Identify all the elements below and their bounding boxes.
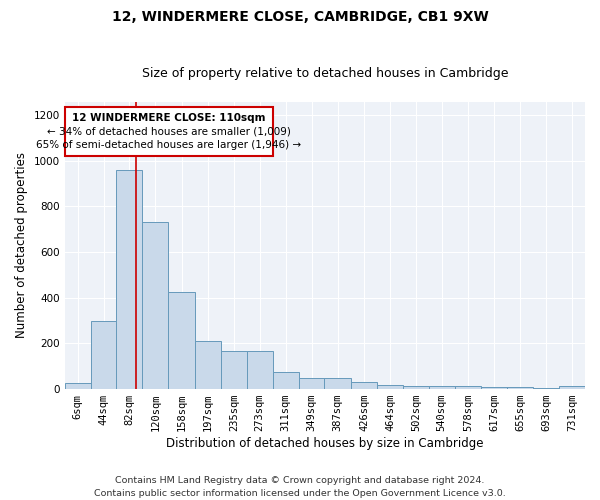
Bar — [195, 341, 221, 389]
Bar — [455, 386, 481, 389]
Bar — [559, 386, 585, 389]
Bar — [429, 386, 455, 389]
Text: ← 34% of detached houses are smaller (1,009): ← 34% of detached houses are smaller (1,… — [47, 126, 290, 136]
Text: Contains HM Land Registry data © Crown copyright and database right 2024.
Contai: Contains HM Land Registry data © Crown c… — [94, 476, 506, 498]
Y-axis label: Number of detached properties: Number of detached properties — [15, 152, 28, 338]
Bar — [481, 388, 507, 389]
Bar — [299, 378, 325, 389]
Text: 12 WINDERMERE CLOSE: 110sqm: 12 WINDERMERE CLOSE: 110sqm — [72, 112, 265, 122]
Bar — [325, 378, 351, 389]
Bar — [169, 292, 195, 389]
Bar — [142, 222, 169, 389]
FancyBboxPatch shape — [65, 106, 272, 156]
Bar — [65, 384, 91, 389]
Title: Size of property relative to detached houses in Cambridge: Size of property relative to detached ho… — [142, 66, 508, 80]
Bar — [377, 385, 403, 389]
Bar — [116, 170, 142, 389]
X-axis label: Distribution of detached houses by size in Cambridge: Distribution of detached houses by size … — [166, 437, 484, 450]
Bar — [351, 382, 377, 389]
Bar — [403, 386, 429, 389]
Text: 12, WINDERMERE CLOSE, CAMBRIDGE, CB1 9XW: 12, WINDERMERE CLOSE, CAMBRIDGE, CB1 9XW — [112, 10, 488, 24]
Bar — [507, 388, 533, 389]
Bar — [247, 352, 272, 389]
Text: 65% of semi-detached houses are larger (1,946) →: 65% of semi-detached houses are larger (… — [36, 140, 301, 150]
Bar — [272, 372, 299, 389]
Bar — [221, 352, 247, 389]
Bar — [533, 388, 559, 389]
Bar — [91, 320, 116, 389]
